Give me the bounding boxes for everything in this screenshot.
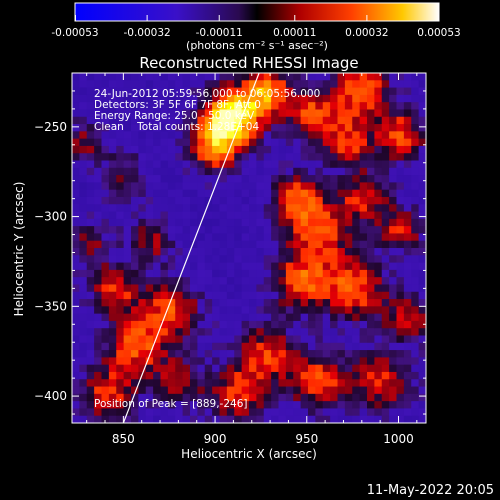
- colorbar-gradient: [74, 2, 440, 22]
- plot-area: 850 900 950 1000 −400 −350 −300 −250 24-Jun-201…: [34, 72, 427, 446]
- colorbar-ticks: -0.00053 -0.00032 -0.00011 0.00011 0.00032 0.…: [51, 15, 461, 39]
- x-tick-label: 900: [204, 432, 227, 446]
- annotation-detectors: Detectors: 3F 5F 6F 7F 8F, Att 0: [94, 99, 261, 111]
- annotation-time-range: 24-Jun-2012 05:59:56.000 to 06:05:56.000: [94, 88, 320, 100]
- y-axis-label: Heliocentric Y (arcsec): [12, 182, 26, 317]
- colorbar-tick-label: 0.00032: [345, 27, 388, 39]
- y-tick-label: −400: [34, 389, 67, 403]
- annotation-block: 24-Jun-2012 05:59:56.000 to 06:05:56.000…: [94, 88, 320, 133]
- colorbar-tick-label: 0.00011: [273, 27, 316, 39]
- solar-limb-line: [122, 73, 260, 423]
- x-tick-label: 950: [295, 432, 318, 446]
- colorbar-tick-label: 0.00053: [417, 27, 460, 39]
- axis-ticks: 850 900 950 1000 −400 −350 −300 −250: [34, 72, 426, 446]
- colorbar-tick-label: -0.00032: [124, 27, 171, 39]
- heatmap-image: [72, 73, 426, 423]
- annotation-counts: Clean Total counts: 1.28E+04: [94, 121, 259, 133]
- y-tick-label: −350: [34, 299, 67, 313]
- y-tick-label: −250: [34, 120, 67, 134]
- x-tick-label: 1000: [383, 432, 414, 446]
- colorbar-units-label: (photons cm⁻² s⁻¹ asec⁻²): [186, 39, 328, 52]
- colorbar-tick-label: -0.00053: [51, 27, 98, 39]
- footer-timestamp: 11-May-2022 20:05: [367, 483, 494, 498]
- peak-position-label: Position of Peak = [889,-246]: [94, 398, 248, 410]
- y-tick-label: −300: [34, 210, 67, 224]
- plot-frame: [71, 72, 427, 424]
- colorbar-tick-label: -0.00011: [196, 27, 243, 39]
- annotation-energy-range: Energy Range: 25.0 - 50.0 keV: [94, 110, 255, 122]
- chart-title: Reconstructed RHESSI Image: [139, 54, 358, 72]
- x-axis-label: Heliocentric X (arcsec): [181, 447, 317, 461]
- x-tick-label: 850: [112, 432, 135, 446]
- colorbar: -0.00053 -0.00032 -0.00011 0.00011 0.00032 0.…: [51, 2, 461, 52]
